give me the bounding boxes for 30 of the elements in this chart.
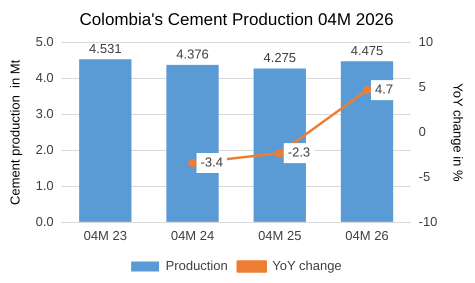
y-tick-label: 1.0: [36, 178, 54, 193]
point: [276, 148, 284, 158]
x-tick-label: 04M 26: [345, 228, 389, 243]
y-axis-title: Cement production in Mt: [7, 59, 22, 206]
legend-label: Production: [166, 258, 228, 274]
y2-tick-label: -10: [418, 214, 438, 229]
data-label: -3.4: [200, 154, 223, 170]
data-label: 4.376: [176, 46, 209, 62]
point: [188, 158, 197, 168]
y2-tick-label: 10: [418, 34, 434, 49]
y-tick-label: 5.0: [36, 34, 54, 49]
legend-label: YoY change: [272, 258, 342, 274]
data-label: 4.7: [374, 82, 394, 97]
point: [362, 86, 372, 94]
y-tick-label: 0.0: [36, 214, 54, 229]
y-tick-label: 4.0: [36, 70, 54, 85]
chart-title: Colombia's Cement Production 04M 2026: [79, 10, 394, 29]
x-tick-label: 04M 25: [258, 228, 302, 243]
y-tick-label: 2.0: [36, 142, 54, 157]
y-tick-label: 3.0: [36, 106, 54, 121]
data-label: 4.531: [89, 40, 122, 56]
y2-tick-label: 0: [418, 124, 426, 139]
y2-axis-title: YoY change in %: [450, 83, 466, 182]
y2-tick-label: 5: [418, 78, 426, 94]
x-tick-label: 04M 23: [84, 228, 127, 243]
data-label: 4.275: [263, 50, 296, 66]
data-label: -2.3: [288, 144, 310, 160]
x-tick-label: 04M 24: [170, 228, 214, 243]
data-label: 4.475: [350, 42, 384, 58]
y2-tick-label: -5: [418, 168, 430, 184]
